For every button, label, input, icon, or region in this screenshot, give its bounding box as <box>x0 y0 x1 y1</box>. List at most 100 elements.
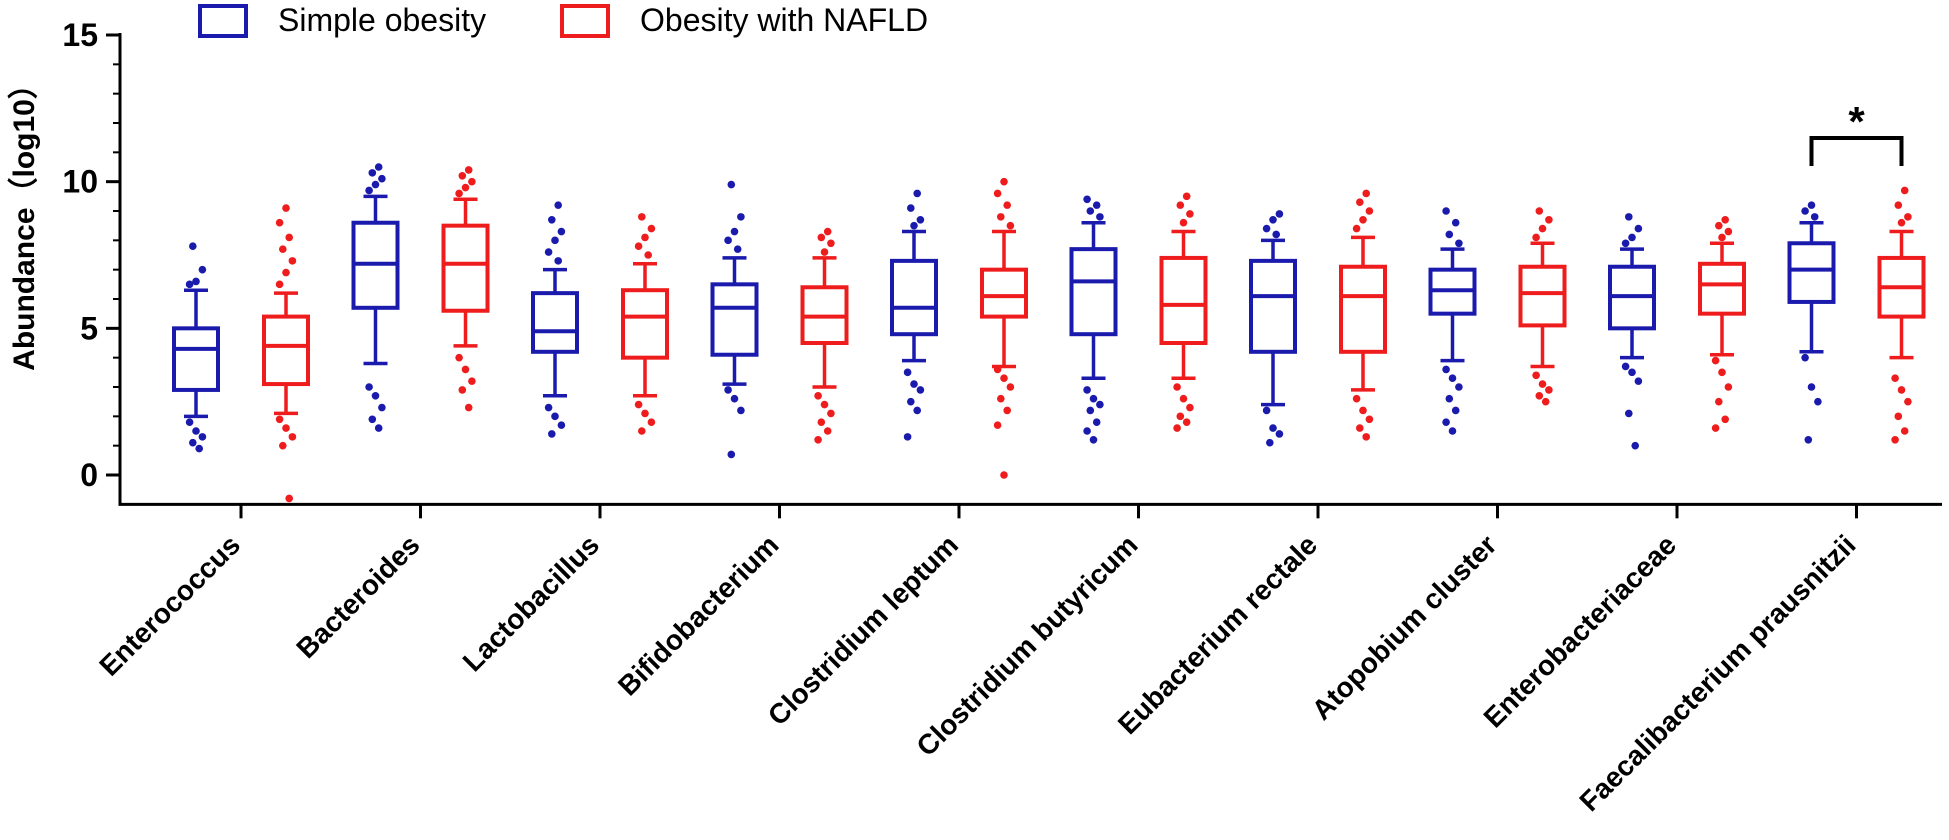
outlier-point <box>544 403 553 412</box>
outlier-point <box>365 186 373 195</box>
outlier-point <box>823 427 832 435</box>
box-body <box>172 326 220 392</box>
outlier-point <box>1628 233 1636 242</box>
outlier-point <box>192 277 200 286</box>
outlier-point <box>1634 377 1643 385</box>
box-body <box>980 267 1028 319</box>
box-nafld <box>1339 189 1387 441</box>
outlier-point <box>557 227 566 236</box>
outlier-point <box>903 433 912 441</box>
significance-star: * <box>1848 98 1865 145</box>
outlier-point <box>997 394 1005 403</box>
legend-swatch-simple <box>198 4 248 38</box>
x-tick-label: Bacteroides <box>290 529 425 664</box>
outlier-point <box>378 403 386 412</box>
outlier-point <box>993 365 1002 374</box>
outlier-point <box>275 415 284 424</box>
outlier-point <box>1365 207 1374 215</box>
outlier-point <box>282 424 290 432</box>
outlier-point <box>1003 406 1011 415</box>
outlier-point <box>365 383 373 391</box>
outlier-point <box>1535 392 1544 400</box>
outlier-point <box>1724 383 1733 391</box>
outlier-point <box>647 418 656 427</box>
outlier-point <box>368 169 377 177</box>
outlier-point <box>1186 403 1194 412</box>
outlier-point <box>1634 224 1643 233</box>
outlier-point <box>737 406 745 415</box>
outlier-point <box>1275 430 1284 438</box>
outlier-point <box>634 242 643 250</box>
x-tick-label: Bifidobacterium <box>612 529 785 702</box>
outlier-point <box>737 213 745 221</box>
outlier-point <box>282 204 290 212</box>
box-simple <box>1069 195 1118 444</box>
outlier-point <box>1448 427 1457 435</box>
outlier-point <box>461 365 470 374</box>
outlier-point <box>1621 239 1630 248</box>
outlier-point <box>458 172 467 180</box>
outlier-point <box>730 227 739 236</box>
box-nafld <box>441 166 490 412</box>
outlier-point <box>1532 371 1540 380</box>
outlier-point <box>820 248 829 256</box>
outlier-point <box>1897 386 1906 394</box>
outlier-point <box>1173 383 1181 391</box>
outlier-point <box>907 397 915 406</box>
y-tick-label: 10 <box>62 164 98 200</box>
outlier-point <box>1096 400 1104 409</box>
outlier-point <box>1083 386 1091 394</box>
outlier-point <box>827 239 835 248</box>
outlier-point <box>468 377 476 385</box>
outlier-point <box>279 441 287 450</box>
outlier-point <box>544 248 553 256</box>
outlier-point <box>910 221 918 230</box>
outlier-point <box>288 257 297 265</box>
outlier-point <box>1455 383 1463 391</box>
outlier-point <box>814 436 822 444</box>
outlier-point <box>903 368 912 377</box>
outlier-point <box>279 245 287 253</box>
outlier-point <box>727 450 736 459</box>
outlier-point <box>913 406 921 415</box>
outlier-point <box>1176 201 1185 209</box>
y-axis-label: Abundance（log10） <box>7 69 41 371</box>
outlier-point <box>1711 356 1720 365</box>
outlier-point <box>817 233 826 242</box>
box-nafld <box>1518 207 1567 406</box>
outlier-point <box>1006 383 1015 391</box>
outlier-point <box>1814 397 1822 406</box>
outlier-point <box>1904 397 1912 406</box>
axes: 0 5 10 15 <box>62 17 1942 519</box>
outlier-point <box>1718 233 1726 242</box>
plot-area: * <box>172 98 1926 503</box>
outlier-point <box>1365 415 1374 424</box>
outlier-point <box>1000 374 1008 383</box>
outlier-point <box>1000 471 1008 479</box>
outlier-point <box>1541 397 1550 406</box>
outlier-point <box>641 233 649 242</box>
legend-label-simple: Simple obesity <box>278 2 486 38</box>
box-body <box>621 288 669 360</box>
outlier-point <box>1721 415 1729 424</box>
outlier-point <box>1362 433 1370 441</box>
outlier-point <box>1804 436 1813 444</box>
outlier-point <box>374 163 383 171</box>
outlier-point <box>378 174 386 183</box>
outlier-point <box>820 400 829 409</box>
outlier-point <box>288 433 297 441</box>
outlier-point <box>1182 418 1191 427</box>
outlier-point <box>644 251 652 259</box>
outlier-point <box>1442 207 1450 215</box>
box-simple <box>710 180 759 459</box>
outlier-point <box>1352 224 1361 233</box>
outlier-point <box>1801 207 1809 215</box>
box-nafld <box>262 204 310 503</box>
outlier-point <box>1442 418 1450 427</box>
outlier-point <box>1538 224 1547 233</box>
outlier-point <box>1096 213 1104 221</box>
outlier-point <box>189 242 197 250</box>
outlier-point <box>1182 192 1191 201</box>
outlier-point <box>371 180 380 189</box>
